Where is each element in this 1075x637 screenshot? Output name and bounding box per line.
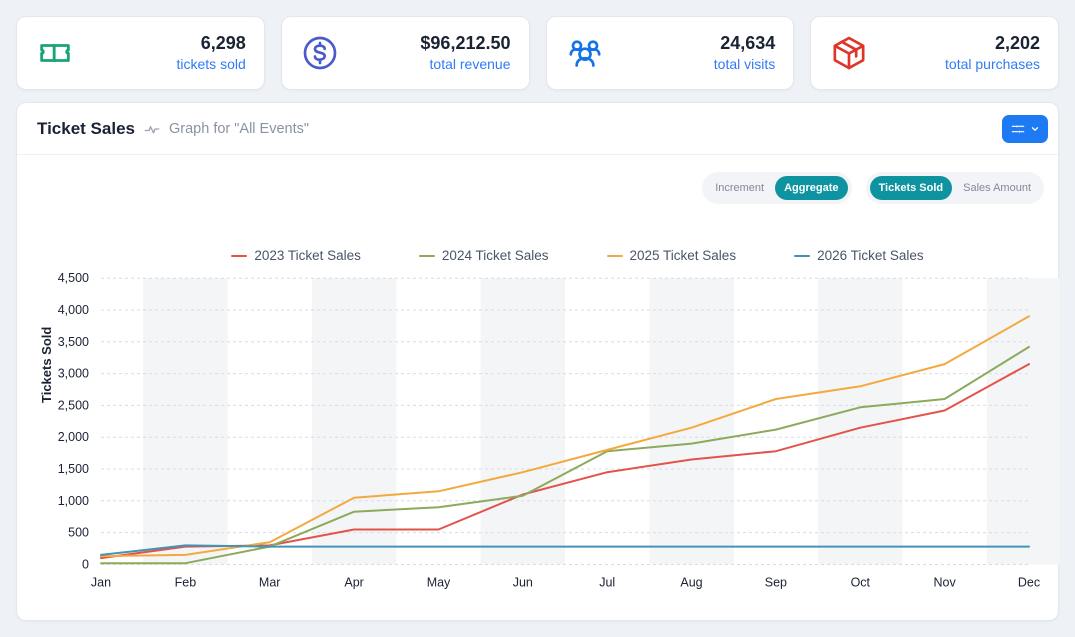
svg-text:3,500: 3,500 [58, 335, 89, 349]
svg-text:Oct: Oct [851, 576, 871, 590]
svg-text:2,500: 2,500 [58, 398, 89, 412]
svg-text:Aug: Aug [680, 576, 702, 590]
svg-text:Mar: Mar [259, 576, 281, 590]
svg-text:4,000: 4,000 [58, 303, 89, 317]
svg-text:3,000: 3,000 [58, 367, 89, 381]
svg-text:0: 0 [82, 558, 89, 572]
svg-text:May: May [427, 576, 451, 590]
svg-text:1,000: 1,000 [58, 494, 89, 508]
svg-text:500: 500 [68, 526, 89, 540]
svg-text:Jan: Jan [91, 576, 111, 590]
svg-text:Nov: Nov [933, 576, 956, 590]
svg-text:Sep: Sep [765, 576, 787, 590]
svg-text:Feb: Feb [175, 576, 197, 590]
svg-text:Apr: Apr [344, 576, 363, 590]
svg-text:4,500: 4,500 [58, 271, 89, 285]
svg-text:Jul: Jul [599, 576, 615, 590]
svg-text:1,500: 1,500 [58, 462, 89, 476]
svg-text:2,000: 2,000 [58, 430, 89, 444]
svg-text:Jun: Jun [513, 576, 533, 590]
svg-text:Dec: Dec [1018, 576, 1040, 590]
